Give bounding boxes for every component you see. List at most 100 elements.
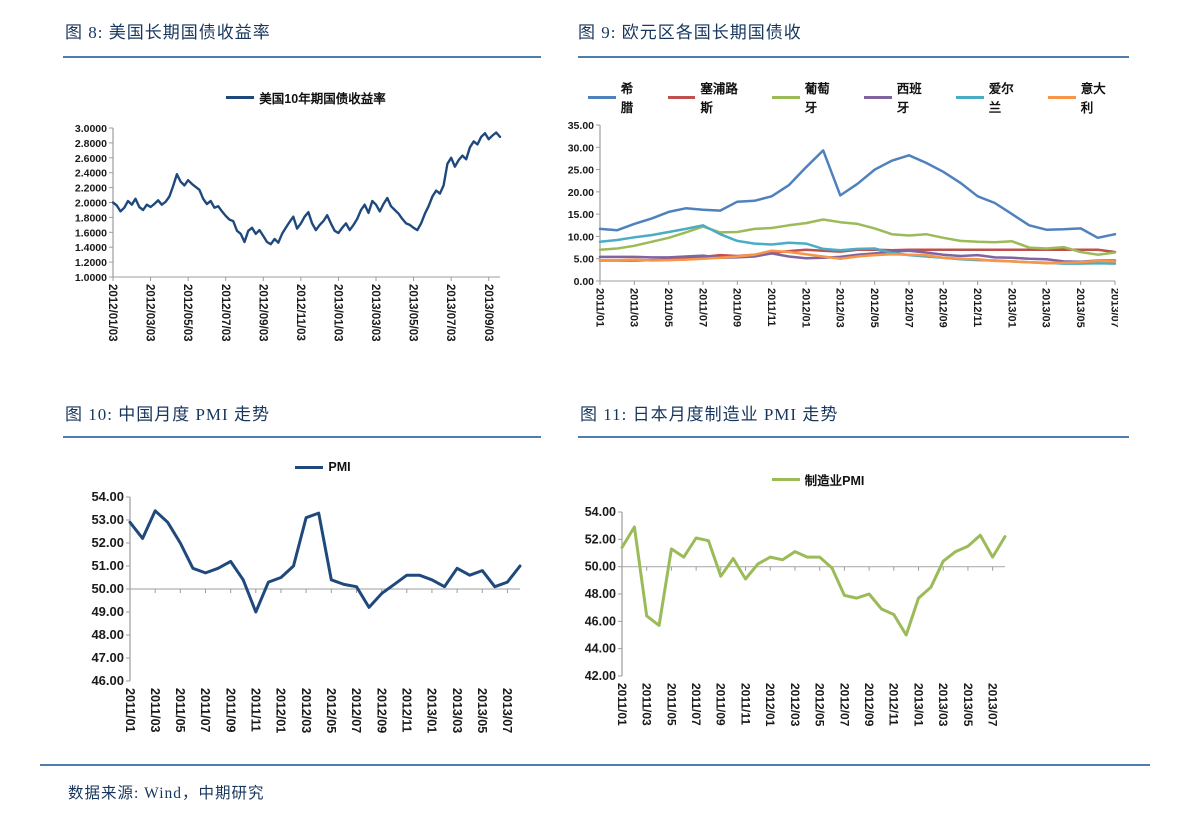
chart-china-pmi: PMI 54.00 53.00 52.00 51.00 50.00 49.00 48.00 47… [58, 455, 528, 753]
x-axis-label: 2012/05 [813, 683, 827, 727]
figure-11-title: 图 11: 日本月度制造业 PMI 走势 [580, 405, 839, 424]
x-axis-label: 2011/05 [664, 683, 678, 726]
x-axis-label: 2013/03 [450, 688, 464, 733]
x-axis-label: 2011/07 [689, 683, 703, 726]
divider-under-figure-11-title [578, 436, 1129, 438]
x-axis-label: 2011/05 [173, 688, 187, 733]
x-axis-label: 2011/03 [148, 688, 162, 733]
legend-label: 葡萄牙 [804, 82, 830, 115]
divider-under-figure-9-title [578, 56, 1129, 58]
x-axis-label: 2012/09 [862, 683, 876, 727]
x-axis-label: 2011/07 [198, 688, 212, 733]
x-axis-label: 2012/03 [299, 688, 313, 733]
x-axis-label: 2012/01/03 [106, 284, 118, 342]
x-axis-label: 2011/01 [615, 683, 629, 726]
y-axis-label: 0.00 [574, 276, 595, 288]
x-axis-label: 2013/01 [425, 688, 439, 733]
x-axis-label: 2012/01 [274, 688, 288, 733]
legend-swatch [771, 477, 800, 481]
x-axis-label: 2013/05 [475, 688, 489, 733]
x-axis-label: 2012/07 [902, 288, 914, 328]
x-axis-label: 2012/11 [971, 288, 983, 327]
legend-item: 西班牙 [864, 78, 934, 116]
x-axis-label: 2011/09 [714, 683, 728, 726]
y-axis-label: 2.6000 [75, 153, 107, 165]
x-axis-label: 2013/07 [1108, 288, 1118, 328]
y-axis-label: 2.8000 [75, 138, 107, 150]
y-axis-label: 1.2000 [75, 257, 107, 269]
y-axis-label: 30.00 [568, 142, 594, 154]
y-axis-label: 44.00 [585, 642, 616, 656]
series-line [620, 525, 1007, 637]
x-axis-label: 2013/01/03 [332, 284, 344, 342]
x-axis-label: 2013/09/03 [482, 284, 494, 342]
x-axis-label: 2012/03 [788, 683, 802, 727]
y-axis-label: 50.00 [585, 560, 616, 574]
y-axis-label: 3.0000 [75, 123, 107, 135]
y-axis-label: 20.00 [568, 187, 594, 199]
legend-item: 希腊 [588, 78, 646, 116]
y-axis-label: 50.00 [91, 581, 124, 596]
series-line [111, 131, 502, 246]
figure-9-title: 图 9: 欧元区各国长期国债收 [578, 23, 802, 42]
x-axis-label: 2012/01 [763, 683, 777, 727]
legend-swatch [226, 95, 255, 99]
y-axis-label: 49.00 [91, 604, 124, 619]
x-axis-label: 2013/01 [1005, 288, 1017, 328]
y-axis-label: 1.0000 [75, 272, 107, 284]
legend-label: 制造业PMI [804, 473, 865, 488]
chart-plot: 54.00 53.00 52.00 51.00 50.00 49.00 48.00 47.00… [91, 489, 522, 733]
x-axis-label: 2011/05 [662, 288, 674, 327]
legend-label: 意大利 [1080, 82, 1106, 115]
legend-swatch [295, 465, 324, 469]
y-axis-label: 35.00 [568, 120, 594, 132]
legend-item: 美国10年期国债收益率 [226, 88, 386, 107]
x-axis-label: 2011/01 [123, 688, 137, 733]
legend: 制造业PMI [555, 467, 1025, 491]
y-axis-label: 2.4000 [75, 168, 107, 180]
divider-under-figure-10-title [63, 436, 541, 438]
x-axis-label: 2013/05/03 [407, 284, 419, 342]
legend-swatch [667, 95, 696, 99]
y-axis-label: 10.00 [568, 231, 594, 243]
legend-item: 制造业PMI [771, 470, 865, 489]
figure-8-title: 图 8: 美国长期国债收益率 [65, 23, 271, 42]
figure-10-title: 图 10: 中国月度 PMI 走势 [65, 405, 270, 424]
x-axis-label: 2012/09 [937, 288, 949, 328]
y-axis-label: 48.00 [91, 627, 124, 642]
x-axis-label: 2011/07 [696, 288, 708, 327]
y-axis-label: 1.4000 [75, 242, 107, 254]
y-axis-label: 52.00 [91, 535, 124, 550]
series-line [598, 218, 1117, 256]
chart-us-treasury-yield: 美国10年期国债收益率 3.0000 2.8000 2.6000 2.4000 2.200… [58, 85, 510, 359]
x-axis-label: 2011/01 [593, 288, 605, 327]
footer-divider [40, 764, 1150, 766]
x-axis-label: 2012/07 [349, 688, 363, 733]
series-line [598, 149, 1117, 240]
chart-japan-pmi: 制造业PMI 54.00 52.00 50.00 48.00 46.00 44.00 42.0… [555, 467, 1025, 744]
legend-item: 塞浦路斯 [667, 78, 750, 116]
x-axis-label: 2011/03 [628, 288, 640, 327]
x-axis-label: 2012/07 [837, 683, 851, 727]
x-axis-label: 2012/09/03 [256, 284, 268, 342]
series-line [598, 249, 1117, 264]
x-axis-label: 2011/09 [223, 688, 237, 733]
legend-item: 葡萄牙 [772, 78, 842, 116]
x-axis-label: 2012/03 [834, 288, 846, 328]
chart-plot: 35.0030.0025.0020.0015.0010.005.000.0020… [568, 120, 1118, 328]
divider-under-figure-8-title [63, 56, 541, 58]
y-axis-label: 1.6000 [75, 227, 107, 239]
y-axis-label: 1.8000 [75, 212, 107, 224]
x-axis-label: 2012/11 [887, 683, 901, 726]
x-axis-label: 2013/07/03 [444, 284, 456, 342]
y-axis-label: 48.00 [585, 587, 616, 601]
y-axis-label: 46.00 [585, 614, 616, 628]
x-axis-label: 2012/03/03 [144, 284, 156, 342]
legend: 希腊 塞浦路斯 葡萄牙 西班牙 爱尔兰 意大利 [558, 82, 1118, 115]
x-axis-label: 2011/11 [738, 683, 752, 725]
y-axis-label: 42.00 [585, 669, 616, 683]
legend-label: 希腊 [620, 82, 634, 115]
legend: 美国10年期国债收益率 [58, 85, 510, 109]
y-axis-label: 54.00 [585, 505, 616, 519]
